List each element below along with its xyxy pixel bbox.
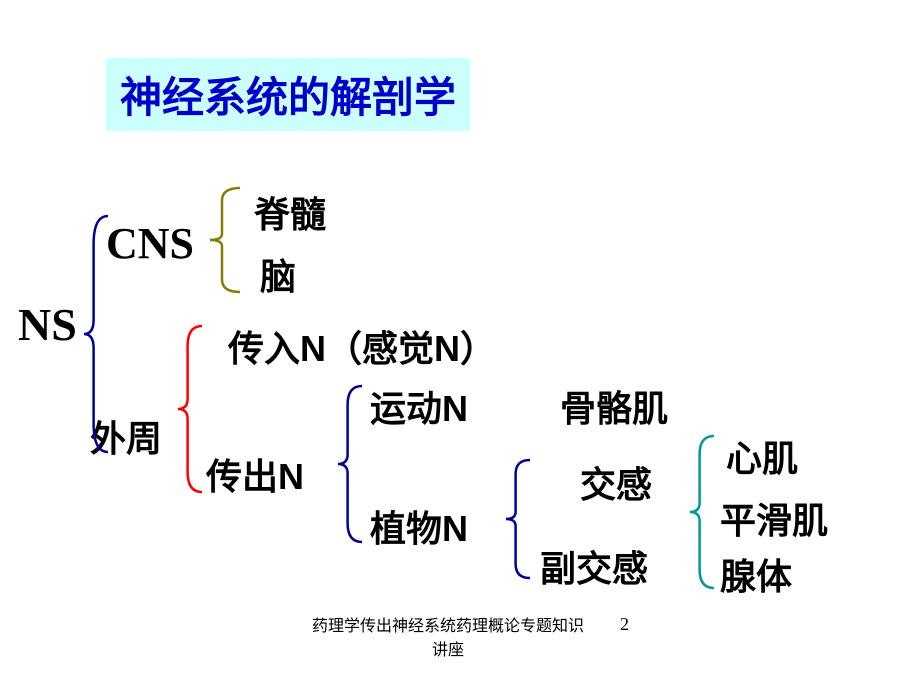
label-autoN: 植物N — [370, 500, 468, 552]
slide-footer: 药理学传出神经系统药理概论专题知识 讲座 — [288, 612, 608, 660]
footer-line1: 药理学传出神经系统药理概论专题知识 — [312, 618, 584, 635]
page-number: 2 — [620, 614, 629, 635]
label-cns: CNS — [106, 218, 194, 269]
label-cardiac: 心肌 — [726, 430, 798, 482]
label-gland: 腺体 — [720, 548, 792, 600]
footer-line2: 讲座 — [432, 642, 464, 659]
cns-brace — [210, 188, 240, 292]
label-ns: NS — [18, 298, 77, 351]
auto-brace — [506, 460, 530, 578]
ns-brace — [84, 216, 108, 452]
label-skeletal: 骨骼肌 — [560, 380, 668, 432]
label-brain: 脑 — [260, 248, 296, 300]
peri-brace — [178, 326, 202, 492]
eff-brace — [338, 386, 362, 542]
label-afferent: 传入N（感觉N） — [228, 320, 496, 372]
slide: 神经系统的解剖学 NS CNS 脊髓 脑 外周 传入N（感觉N） 传出N 运动N… — [0, 0, 920, 690]
label-spinal: 脊髓 — [254, 186, 326, 238]
label-motorN: 运动N — [370, 380, 468, 432]
label-efferent: 传出N — [206, 448, 304, 500]
target-brace — [690, 436, 714, 588]
label-symp: 交感 — [580, 456, 652, 508]
slide-title: 神经系统的解剖学 — [106, 58, 470, 131]
label-parasymp: 副交感 — [540, 540, 648, 592]
label-smooth: 平滑肌 — [720, 492, 828, 544]
